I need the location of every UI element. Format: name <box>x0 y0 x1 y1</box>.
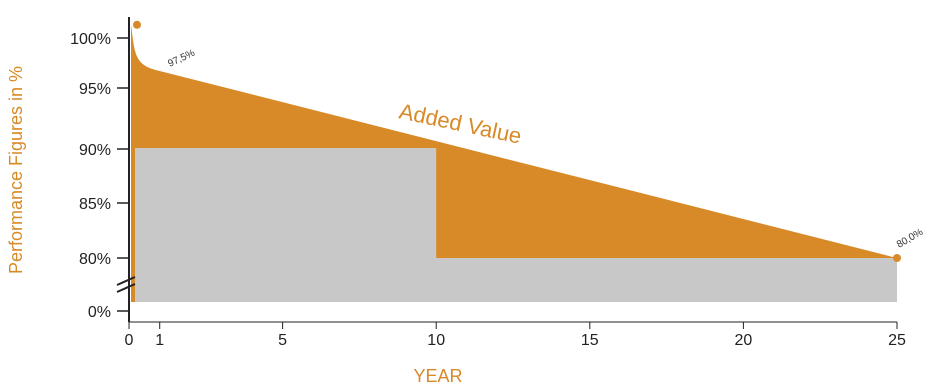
y-tick-label: 0% <box>88 304 111 321</box>
x-tick-label: 0 <box>125 332 134 349</box>
x-tick-label: 10 <box>427 332 445 349</box>
axis-break-line <box>116 276 136 286</box>
y-tick-label: 80% <box>79 251 111 268</box>
x-axis-ticks: 0 1 5 10 15 20 25 <box>125 322 906 349</box>
start-point <box>133 20 141 29</box>
x-axis-title: YEAR <box>413 366 462 386</box>
x-tick-label: 15 <box>581 332 599 349</box>
y-tick-label: 95% <box>79 81 111 98</box>
y-axis-break-mark <box>116 276 136 293</box>
data-label-97-5: 97,5% <box>166 48 196 70</box>
step-guarantee-area <box>135 148 897 302</box>
axis-break-line <box>116 283 136 293</box>
y-axis-ticks: 0% 80% 85% 90% 95% 100% <box>70 31 129 321</box>
y-axis-title: Performance Figures in % <box>6 66 26 274</box>
x-tick-label: 20 <box>735 332 753 349</box>
x-tick-label: 5 <box>278 332 287 349</box>
data-label-80-0: 80,0% <box>895 227 925 251</box>
y-tick-label: 85% <box>79 196 111 213</box>
y-tick-label: 100% <box>70 31 111 48</box>
y-tick-label: 90% <box>79 142 111 159</box>
x-tick-label: 25 <box>888 332 906 349</box>
x-tick-label: 1 <box>155 332 164 349</box>
end-point <box>893 254 901 262</box>
